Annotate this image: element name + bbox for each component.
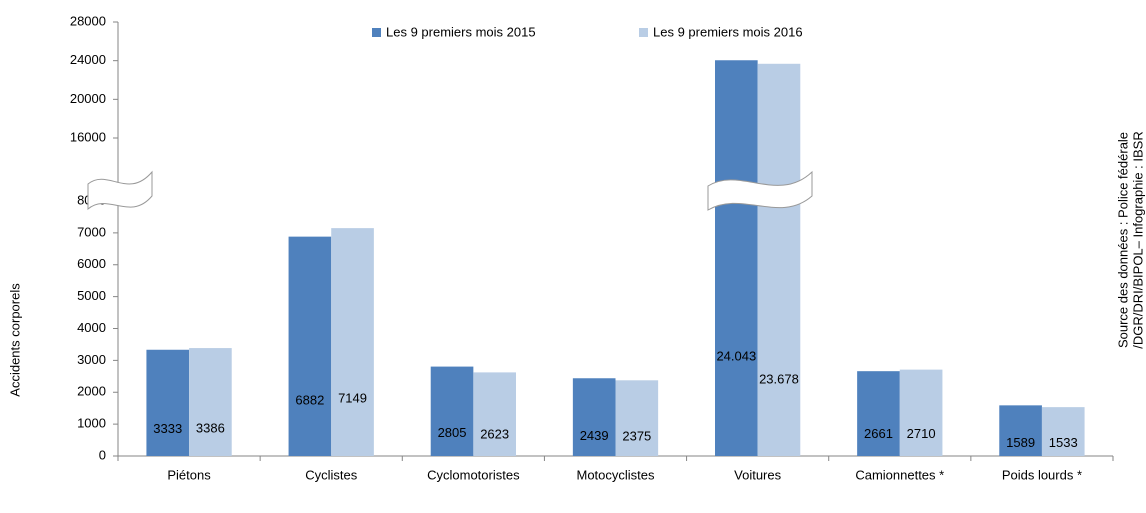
x-tick-label: Camionnettes * xyxy=(855,467,944,482)
source-note: Source des données : Police fédérale xyxy=(1115,132,1130,348)
bar xyxy=(146,349,190,456)
source-note: /DGR/DRI/BIPOL– Infographie : IBSR xyxy=(1130,131,1145,348)
bar xyxy=(999,405,1042,456)
y-tick-label: 6000 xyxy=(77,256,106,271)
y-tick-label: 2000 xyxy=(77,384,106,399)
bar xyxy=(473,372,516,456)
x-tick-label: Piétons xyxy=(167,467,211,482)
legend-swatch xyxy=(639,28,648,37)
data-label: 1533 xyxy=(1049,435,1078,450)
bar xyxy=(430,366,474,456)
y-tick-label: 3000 xyxy=(77,352,106,367)
y-tick-label: 5000 xyxy=(77,288,106,303)
data-label: 6882 xyxy=(295,393,324,408)
x-tick-label: Poids lourds * xyxy=(1002,467,1082,482)
y-tick-label: 28000 xyxy=(70,13,106,28)
y-tick-label: 20000 xyxy=(70,91,106,106)
bar xyxy=(715,60,758,456)
data-label: 2805 xyxy=(438,425,467,440)
data-label: 1589 xyxy=(1006,435,1035,450)
bar xyxy=(288,236,332,456)
x-tick-label: Cyclomotoristes xyxy=(427,467,520,482)
bar xyxy=(572,378,616,456)
legend-swatch xyxy=(372,28,381,37)
data-label: 2439 xyxy=(580,428,609,443)
y-tick-label: 1000 xyxy=(77,416,106,431)
bar xyxy=(757,63,801,457)
y-tick-label: 16000 xyxy=(70,129,106,144)
y-axis-label: Accidents corporels xyxy=(7,283,22,397)
x-tick-label: Cyclistes xyxy=(305,467,358,482)
bar xyxy=(189,348,232,456)
data-label: 24.043 xyxy=(716,349,756,364)
y-tick-label: 7000 xyxy=(77,224,106,239)
bar xyxy=(615,380,659,456)
bar xyxy=(1041,407,1085,456)
y-tick-label: 0 xyxy=(99,447,106,462)
data-label: 2710 xyxy=(907,426,936,441)
bar xyxy=(857,371,900,456)
x-tick-label: Motocyclistes xyxy=(576,467,655,482)
y-tick-label: 4000 xyxy=(77,320,106,335)
legend-label: Les 9 premiers mois 2016 xyxy=(653,24,803,39)
data-label: 3386 xyxy=(196,420,225,435)
data-label: 2623 xyxy=(480,427,509,442)
bar xyxy=(331,228,374,456)
data-label: 3333 xyxy=(153,421,182,436)
y-tick-label: 24000 xyxy=(70,52,106,67)
bar-break xyxy=(707,170,813,211)
bar xyxy=(899,369,943,456)
x-tick-label: Voitures xyxy=(734,467,781,482)
data-label: 23.678 xyxy=(759,371,799,386)
data-label: 7149 xyxy=(338,390,367,405)
data-label: 2375 xyxy=(622,429,651,444)
axis-break xyxy=(87,170,153,211)
axis-breaks xyxy=(87,170,813,211)
legend-label: Les 9 premiers mois 2015 xyxy=(386,24,536,39)
data-label: 2661 xyxy=(864,426,893,441)
